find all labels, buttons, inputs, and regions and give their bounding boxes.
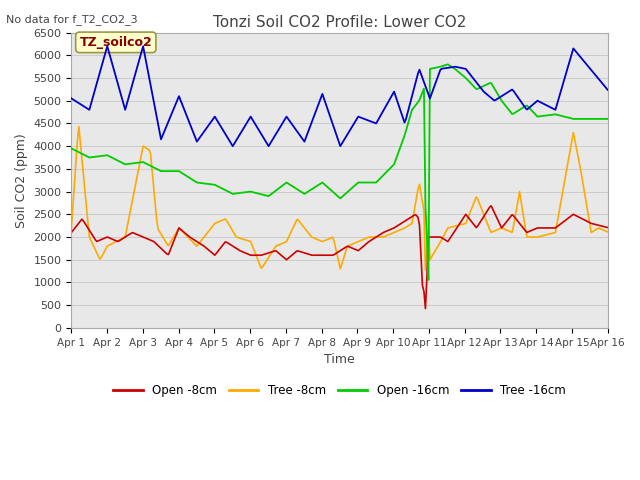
X-axis label: Time: Time	[324, 353, 355, 366]
Text: No data for f_T2_CO2_3: No data for f_T2_CO2_3	[6, 14, 138, 25]
Legend: Open -8cm, Tree -8cm, Open -16cm, Tree -16cm: Open -8cm, Tree -8cm, Open -16cm, Tree -…	[109, 379, 570, 402]
Y-axis label: Soil CO2 (ppm): Soil CO2 (ppm)	[15, 133, 28, 228]
Text: TZ_soilco2: TZ_soilco2	[79, 36, 152, 49]
Title: Tonzi Soil CO2 Profile: Lower CO2: Tonzi Soil CO2 Profile: Lower CO2	[213, 15, 466, 30]
